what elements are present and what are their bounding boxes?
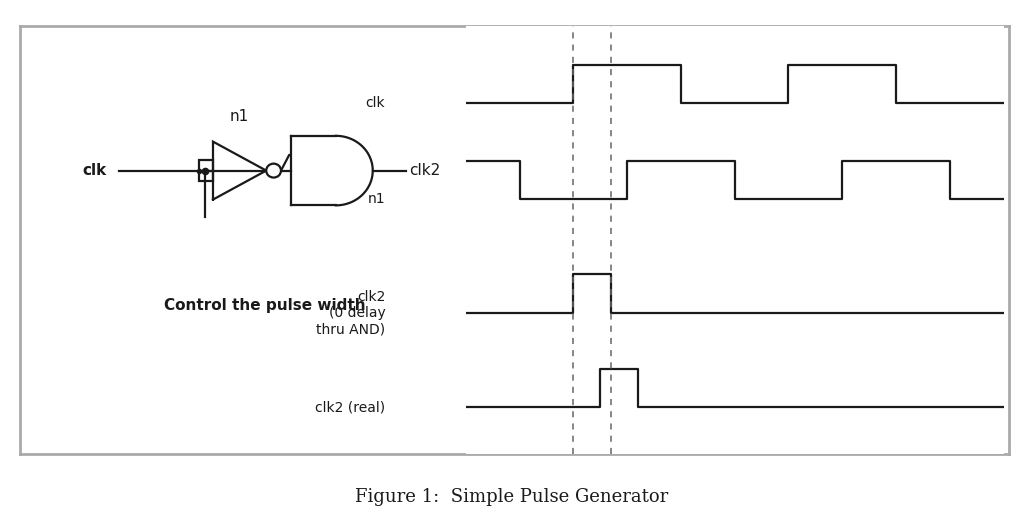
- Text: Control the pulse width: Control the pulse width: [164, 298, 366, 313]
- Text: clk2
(0 delay
thru AND): clk2 (0 delay thru AND): [316, 290, 385, 336]
- Text: n1: n1: [230, 109, 249, 124]
- Text: clk2: clk2: [410, 163, 441, 178]
- Circle shape: [266, 163, 281, 177]
- Text: Figure 1:  Simple Pulse Generator: Figure 1: Simple Pulse Generator: [355, 489, 669, 506]
- Text: clk: clk: [82, 163, 106, 178]
- Bar: [199, 160, 213, 181]
- Text: clk2 (real): clk2 (real): [315, 400, 385, 414]
- Text: clk: clk: [366, 96, 385, 110]
- Text: n1: n1: [368, 193, 385, 207]
